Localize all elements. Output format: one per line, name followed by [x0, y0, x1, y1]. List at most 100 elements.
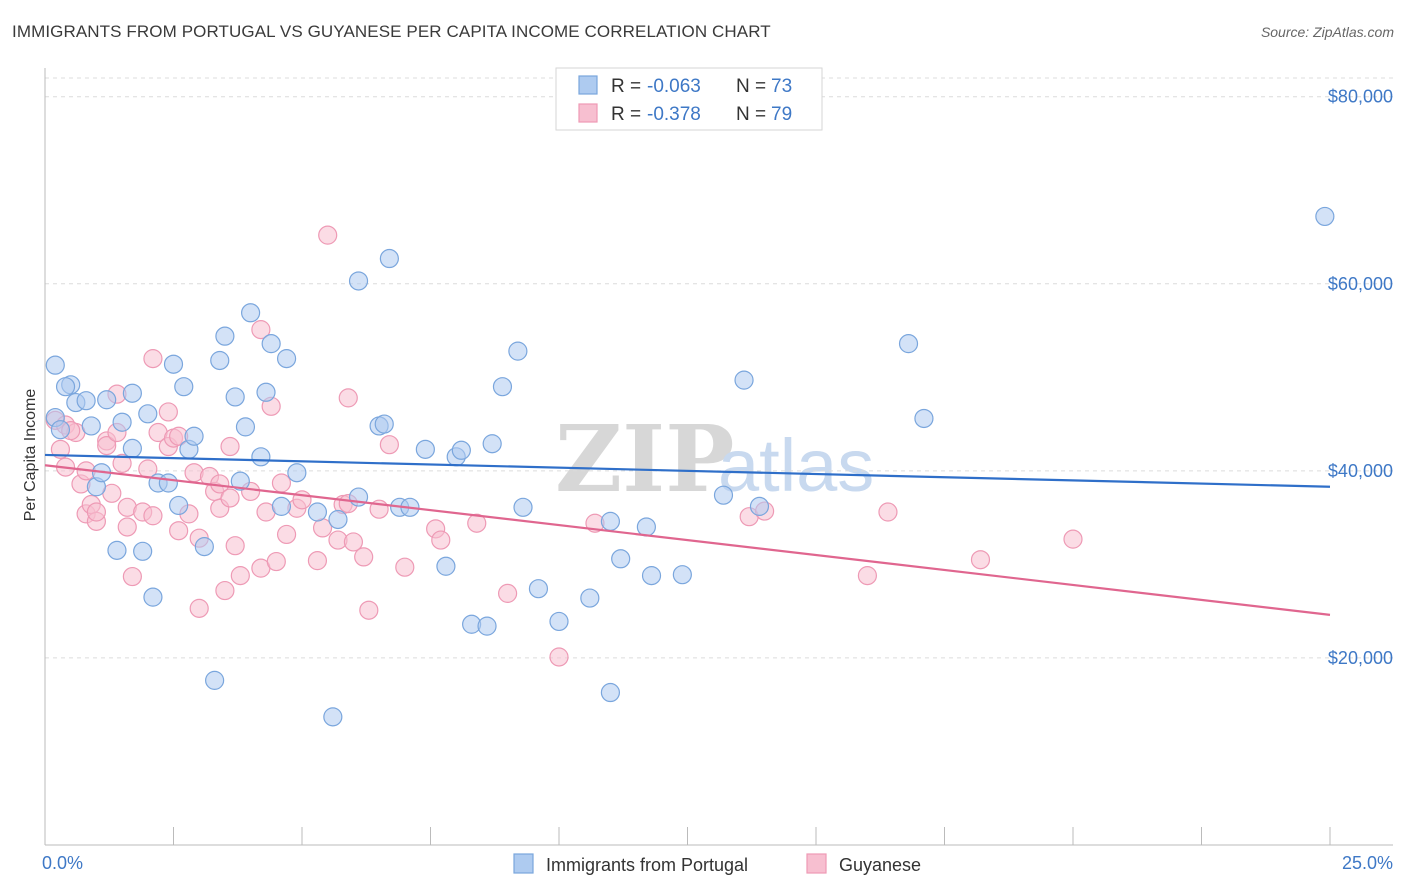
- guyanese-point: [359, 600, 379, 620]
- x-tick-label: 0.0%: [42, 853, 83, 873]
- guyanese-point: [318, 225, 338, 245]
- legend-r-value: -0.378: [647, 104, 701, 125]
- chart-title: IMMIGRANTS FROM PORTUGAL VS GUYANESE PER…: [12, 22, 771, 41]
- guyanese-point: [549, 647, 569, 667]
- portugal-point: [734, 370, 754, 390]
- guyanese-point: [431, 530, 451, 550]
- guyanese-point: [857, 566, 878, 586]
- guyanese-point: [220, 436, 240, 457]
- guyanese-point: [970, 550, 991, 570]
- portugal-point: [914, 408, 934, 429]
- portugal-point: [328, 509, 348, 530]
- bottom-legend-swatch: [513, 853, 534, 874]
- legend-r-value: -0.063: [647, 76, 701, 97]
- portugal-point: [174, 377, 194, 397]
- portugal-point: [528, 579, 549, 599]
- portugal-point: [641, 566, 662, 586]
- guyanese-point: [158, 402, 178, 422]
- guyanese-point: [379, 435, 399, 455]
- portugal-point: [379, 248, 399, 269]
- guyanese-point: [230, 566, 250, 586]
- legend-box: [555, 67, 823, 131]
- trend-lines: [44, 453, 1331, 616]
- guyanese-point: [97, 435, 117, 456]
- portugal-point: [492, 377, 513, 397]
- portugal-point: [713, 485, 734, 505]
- legend-swatch: [578, 103, 598, 123]
- legend-n-value: 79: [771, 104, 792, 125]
- axes: [44, 68, 1393, 846]
- legend-n-value: 73: [771, 76, 792, 97]
- guyanese-point: [117, 517, 137, 537]
- portugal-point: [600, 682, 621, 703]
- portugal-point: [477, 616, 497, 636]
- portugal-point: [600, 511, 621, 531]
- x-tick-label: 25.0%: [1342, 853, 1393, 873]
- portugal-point: [230, 471, 250, 491]
- portugal-point: [307, 502, 328, 522]
- y-axis-label: Per Capita Income: [22, 389, 39, 522]
- legend-swatch: [578, 75, 598, 95]
- portugal-point: [97, 390, 117, 410]
- guyanese-point: [276, 524, 297, 545]
- guyanese-point: [498, 583, 518, 603]
- portugal-point: [45, 355, 65, 375]
- guyanese-point: [354, 547, 374, 567]
- portugal-point: [374, 414, 394, 434]
- portugal-point: [271, 496, 292, 516]
- legend-r-label: R =: [611, 104, 641, 125]
- bottom-legend-swatch: [806, 853, 827, 874]
- watermark-zip: ZIP: [555, 405, 734, 513]
- bottom-legend: Immigrants from Portugal Guyanese: [513, 853, 921, 875]
- portugal-point: [451, 440, 471, 460]
- legend: R = -0.063 N = 73 R = -0.378 N = 79: [555, 67, 823, 131]
- portugal-point: [251, 447, 271, 467]
- x-tick-labels: 0.0% 25.0%: [42, 853, 1393, 873]
- legend-r-label: R =: [611, 76, 641, 97]
- portugal-point: [749, 496, 770, 516]
- portugal-point: [580, 588, 600, 608]
- watermark: ZIP atlas: [555, 405, 874, 513]
- guyanese-point: [143, 506, 163, 526]
- portugal-point: [348, 271, 369, 291]
- legend-n-label: N =: [736, 104, 766, 125]
- legend-n-label: N =: [736, 76, 766, 97]
- portugal-point: [107, 540, 127, 560]
- guyanese-point: [122, 566, 142, 587]
- guyanese-point: [50, 439, 71, 459]
- y-tick-labels: $20,000 $40,000 $60,000 $80,000: [1328, 87, 1393, 668]
- portugal-point: [415, 439, 435, 459]
- source-credit: Source: ZipAtlas.com: [1260, 24, 1394, 40]
- portugal-point: [158, 473, 178, 493]
- guyanese-point: [266, 551, 286, 572]
- guyanese-trend-line: [44, 464, 1331, 616]
- portugal-point: [513, 497, 533, 517]
- guyanese-point: [169, 521, 189, 541]
- y-tick-label: $20,000: [1328, 648, 1393, 668]
- portugal-point: [205, 670, 225, 690]
- guyanese-point: [395, 557, 415, 577]
- portugal-point: [184, 426, 204, 446]
- bottom-legend-label: Immigrants from Portugal: [546, 855, 748, 875]
- guyanese-point: [343, 532, 363, 552]
- bottom-legend-label: Guyanese: [839, 855, 921, 875]
- y-tick-label: $60,000: [1328, 274, 1393, 294]
- portugal-point: [143, 587, 163, 607]
- guyanese-point: [271, 473, 292, 493]
- portugal-point: [50, 420, 71, 440]
- portugal-point: [672, 565, 692, 585]
- guyanese-point: [225, 536, 245, 556]
- portugal-point: [210, 350, 230, 371]
- portugal-point: [482, 434, 502, 454]
- portugal-point: [55, 377, 76, 397]
- portugal-trend-line: [44, 453, 1331, 488]
- portugal-point: [1315, 206, 1335, 227]
- guyanese-point: [189, 598, 209, 618]
- portugal-point: [241, 303, 261, 323]
- guyanese-point: [878, 502, 898, 522]
- portugal-point: [323, 707, 343, 727]
- y-tick-label: $40,000: [1328, 461, 1393, 481]
- portugal-point: [549, 611, 569, 632]
- portugal-point: [138, 404, 158, 424]
